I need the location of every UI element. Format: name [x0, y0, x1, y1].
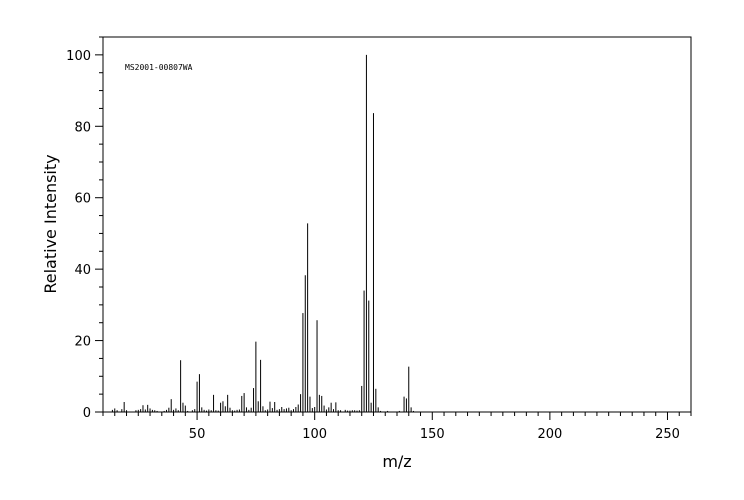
y-tick-label: 80: [74, 120, 91, 135]
y-axis-ticks: 0 20 40 60 80 100: [66, 49, 103, 421]
y-axis-label: Relative Intensity: [41, 154, 60, 293]
y-tick-label: 40: [74, 263, 91, 278]
x-tick-label: 250: [655, 427, 680, 442]
minor-ticks: [99, 36, 692, 416]
y-tick-label: 60: [74, 192, 91, 207]
spectrum-id-annotation: MS2001-00807WA: [125, 63, 193, 72]
x-axis-ticks: 50 100 150 200 250: [189, 412, 680, 442]
plot-frame: [102, 36, 692, 413]
y-tick-label: 100: [66, 49, 91, 64]
y-tick-label: 0: [83, 406, 91, 421]
x-tick-label: 50: [189, 427, 206, 442]
x-axis-label: m/z: [382, 452, 411, 471]
x-tick-label: 150: [420, 427, 445, 442]
x-tick-label: 100: [302, 427, 327, 442]
x-tick-label: 200: [537, 427, 562, 442]
y-tick-label: 20: [74, 335, 91, 350]
spectrum-peaks: [111, 54, 414, 412]
